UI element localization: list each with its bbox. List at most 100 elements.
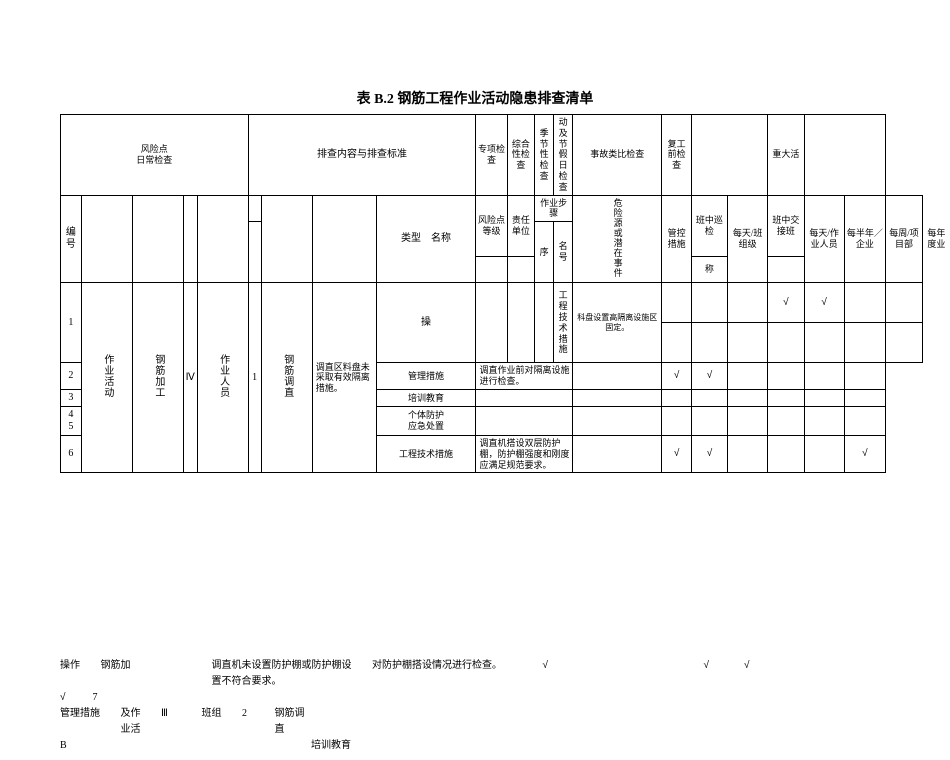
hdr-c3 bbox=[132, 195, 183, 283]
r3-c19 bbox=[804, 389, 844, 406]
b-team: 班组 bbox=[202, 706, 222, 722]
r2-c21 bbox=[886, 363, 923, 390]
r6-c17 bbox=[728, 435, 768, 472]
r1-empty4 bbox=[535, 283, 554, 363]
hdr-shiftcheck: 班中巡检 bbox=[691, 195, 727, 256]
r1-empty3 bbox=[507, 283, 535, 363]
r1-c20 bbox=[844, 283, 886, 323]
below-text: 操作 钢筋加 调直机未设置防护棚或防护棚设置不符合要求。 对防护棚搭设情况进行检… bbox=[60, 658, 950, 754]
r6-content: 调直机搭设双层防护棚，防护棚强度和刚度应满足规范要求。 bbox=[476, 435, 573, 472]
r1-people: 作业人员 bbox=[197, 283, 248, 473]
b-edu: 培训教育 bbox=[311, 738, 351, 754]
hdr-major: 重大活 bbox=[768, 115, 804, 196]
r6-chk1: √ bbox=[662, 435, 691, 472]
r6-c21 bbox=[886, 435, 923, 472]
r1b-c18 bbox=[768, 323, 804, 363]
hdr-shifthand-empty bbox=[768, 256, 804, 283]
r4-c18 bbox=[768, 406, 804, 435]
r3-id: 3 bbox=[61, 389, 82, 406]
r3-c18 bbox=[768, 389, 804, 406]
r6-chk2: √ bbox=[691, 435, 727, 472]
hdr-hazard: 危险源或潜在事件 bbox=[573, 195, 662, 283]
r1-c15 bbox=[662, 283, 691, 323]
hdr-empty1 bbox=[691, 115, 767, 196]
r6-c14 bbox=[573, 435, 662, 472]
r1-stepname: 钢筋调直 bbox=[261, 283, 312, 473]
r2-c19 bbox=[804, 363, 844, 390]
r2-c20 bbox=[844, 363, 886, 390]
r1-empty1: 操 bbox=[376, 283, 476, 363]
r6-chk3: √ bbox=[844, 435, 886, 472]
r1-level: Ⅳ bbox=[183, 283, 197, 473]
b-n7: 7 bbox=[93, 690, 98, 706]
r1-c22 bbox=[922, 283, 950, 323]
r4-id: 45 bbox=[61, 406, 82, 435]
b-content: 调直机未设置防护棚或防护棚设置不符合要求。 bbox=[212, 658, 352, 690]
table-title: 表 B.2 钢筋工程作业活动隐患排查清单 bbox=[0, 88, 950, 108]
hdr-riskpoint: 风险点日常检查 bbox=[61, 115, 249, 196]
r1-chk2: √ bbox=[804, 283, 844, 323]
hdr-weekproj: 每周/项目部 bbox=[886, 195, 923, 283]
r1-content: 调直区料盘未采取有效隔离措施。 bbox=[312, 283, 376, 473]
r6-c19 bbox=[804, 435, 844, 472]
r3-c21 bbox=[886, 389, 923, 406]
r1-c21 bbox=[886, 283, 923, 323]
r3-c bbox=[476, 389, 573, 406]
r3-c14 bbox=[573, 389, 662, 406]
header-row-2: 编号 类型 名称 风险点等级 责任单位 作业步骤 危险源或潜在事件 管控措施 班… bbox=[61, 195, 950, 222]
hdr-dayteam: 每天/班组级 bbox=[728, 195, 768, 283]
hdr-step: 作业步骤 bbox=[535, 195, 573, 222]
hdr-yeardbiz: 每年度业 bbox=[922, 195, 950, 283]
hdr-typename: 类型 名称 bbox=[376, 195, 476, 283]
hdr-holiday: 动及节假日检查 bbox=[554, 115, 573, 196]
r4-c16 bbox=[691, 406, 727, 435]
r3-c20 bbox=[844, 389, 886, 406]
data-row-1: 1 作业活动 钢筋加工 Ⅳ 作业人员 1 钢筋调直 调直区料盘未采取有效隔离措施… bbox=[61, 283, 950, 323]
hdr-special: 专项检查 bbox=[476, 115, 507, 196]
r4-c14 bbox=[573, 406, 662, 435]
hdr-stepname: 名号 bbox=[554, 222, 573, 283]
hdr-stepsub: 称 bbox=[691, 256, 727, 283]
hdr-content: 排查内容与排查标准 bbox=[248, 115, 476, 196]
hdr-c2 bbox=[81, 195, 132, 283]
b-and: 及作业活 bbox=[121, 706, 141, 738]
r1-id: 1 bbox=[61, 283, 82, 363]
b-B: B bbox=[60, 738, 70, 754]
hdr-c4 bbox=[183, 195, 197, 283]
r2-mgmt: 管理措施 bbox=[376, 363, 476, 390]
r6-tech: 工程技术措施 bbox=[376, 435, 476, 472]
hdr-unit-empty bbox=[507, 256, 535, 283]
hdr-accident: 事故类比检查 bbox=[573, 115, 662, 196]
hdr-level-empty bbox=[476, 256, 507, 283]
r1-act: 作业活动 bbox=[81, 283, 132, 473]
r1-empty2 bbox=[476, 283, 507, 363]
r1b-c16 bbox=[691, 323, 727, 363]
r3-c15 bbox=[662, 389, 691, 406]
hdr-c8 bbox=[312, 195, 376, 283]
r2-check: 调直作业前对隔离设施进行检查。 bbox=[476, 363, 573, 390]
r1-rebar: 钢筋加工 bbox=[132, 283, 183, 473]
hdr-c6a bbox=[248, 195, 261, 222]
hdr-empty2 bbox=[804, 115, 886, 196]
r2-c14 bbox=[573, 363, 662, 390]
r4-c21 bbox=[886, 406, 923, 435]
main-table: 风险点日常检查 排查内容与排查标准 专项检查 综合性检查 季节性检查 动及节假日… bbox=[60, 114, 950, 473]
r1-chk1: √ bbox=[768, 283, 804, 323]
r2-c17 bbox=[728, 363, 768, 390]
hdr-resume: 复工前检查 bbox=[662, 115, 691, 196]
r2-chk2: √ bbox=[691, 363, 727, 390]
r1b-c22 bbox=[922, 323, 950, 363]
hdr-comprehensive: 综合性检查 bbox=[507, 115, 535, 196]
r1-stepno: 1 bbox=[248, 283, 261, 473]
hdr-unit: 责任单位 bbox=[507, 195, 535, 256]
r1-c16 bbox=[691, 283, 727, 323]
r6-id: 6 bbox=[61, 435, 82, 472]
r3-c17 bbox=[728, 389, 768, 406]
b-n2: 2 bbox=[242, 706, 254, 722]
r1b-c19 bbox=[804, 323, 844, 363]
b-step2: 钢筋调直 bbox=[275, 706, 305, 738]
r1-hazard: 科盘设置高隔离设施区固定。 bbox=[573, 283, 662, 363]
b-mgmt: 管理措施 bbox=[60, 706, 100, 722]
hdr-id: 编号 bbox=[61, 195, 82, 283]
r2-id: 2 bbox=[61, 363, 82, 390]
